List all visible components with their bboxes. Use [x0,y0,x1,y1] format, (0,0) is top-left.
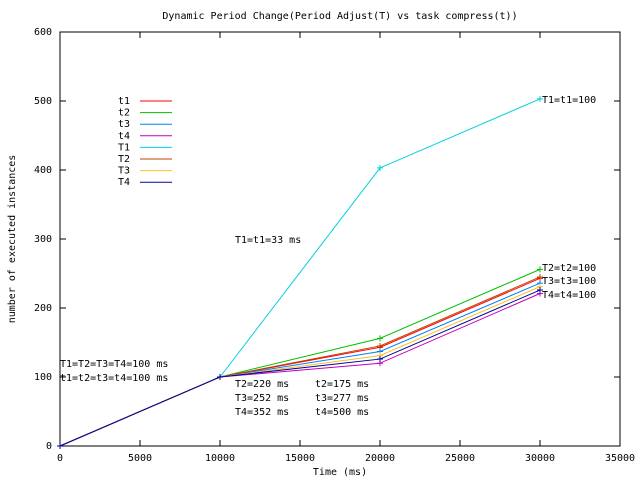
x-tick-label: 0 [57,453,63,464]
x-tick-label: 5000 [128,453,152,464]
y-tick-label: 500 [34,96,52,107]
annotation: T4=t4=100 [542,290,596,301]
legend-label: t1 [118,96,130,107]
point-marker [537,273,543,280]
point-marker [217,374,223,380]
annotation: T4=352 ms [235,407,289,418]
chart-title: Dynamic Period Change(Period Adjust(T) v… [162,11,517,22]
legend-label: T4 [118,177,130,188]
y-tick-label: 100 [34,372,52,383]
y-axis-label: number of executed instances [7,155,18,324]
y-tick-label: 400 [34,165,52,176]
point-marker [537,95,543,102]
annotation: T3=252 ms [235,393,289,404]
annotation: T1=t1=100 [542,95,596,106]
x-tick-label: 20000 [365,453,395,464]
x-tick-label: 35000 [605,453,635,464]
x-axis-label: Time (ms) [313,467,367,478]
legend-label: T2 [118,154,130,165]
annotation: T3=t3=100 [542,276,596,287]
x-tick-label: 30000 [525,453,555,464]
annotation: t4=500 ms [315,407,369,418]
y-tick-label: 200 [34,303,52,314]
series-line [59,268,541,447]
legend-label: T3 [118,166,130,177]
point-marker [377,342,383,349]
point-marker [57,443,63,449]
annotation: T1=t1=33 ms [235,235,301,246]
point-marker [377,164,383,171]
y-tick-label: 0 [46,441,52,452]
y-tick-label: 600 [34,27,52,38]
annotation: T2=220 ms [235,379,289,390]
point-marker [377,356,383,363]
legend-label: T1 [118,142,130,153]
y-tick-label: 300 [34,234,52,245]
annotation: T2=t2=100 [542,263,596,274]
point-marker [377,335,383,342]
x-tick-label: 15000 [285,453,315,464]
annotation: T1=T2=T3=T4=100 ms [60,359,168,370]
annotation: t1=t2=t3=t4=100 ms [60,373,168,384]
x-tick-label: 25000 [445,453,475,464]
x-tick-label: 10000 [205,453,235,464]
series-line [59,289,541,447]
legend-label: t2 [118,108,130,119]
annotation: t3=277 ms [315,393,369,404]
legend-label: t3 [118,119,130,130]
series-line [59,98,541,447]
annotation: t2=175 ms [315,379,369,390]
point-marker [537,287,543,294]
point-marker [537,266,543,273]
legend-label: t4 [118,131,130,142]
